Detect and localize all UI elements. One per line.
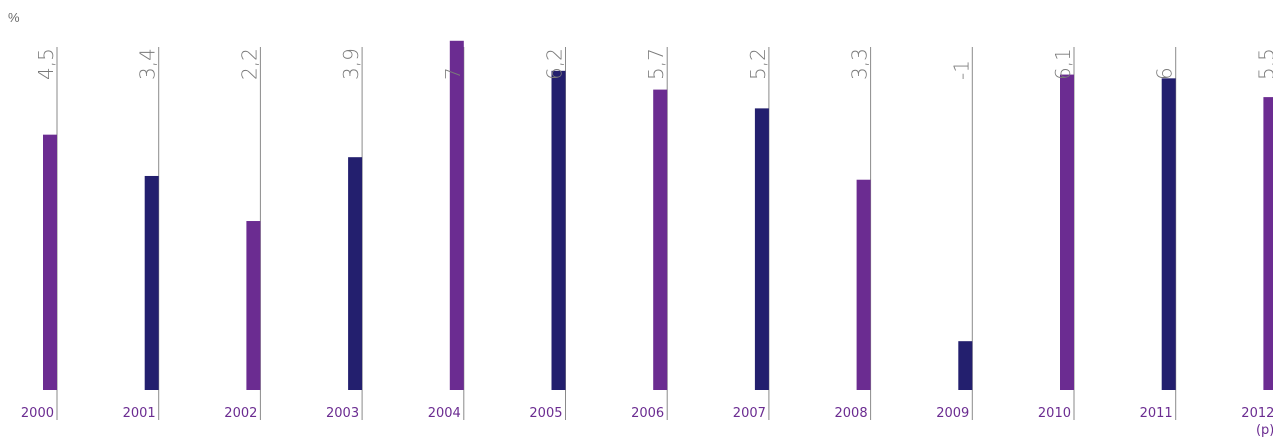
value-label-2009: -1 [949, 60, 973, 80]
year-label-2006: 2006 [631, 406, 664, 421]
bar-2000 [43, 134, 57, 390]
year-label-2001: 2001 [123, 406, 156, 421]
value-label-2011: 6 [1153, 67, 1177, 80]
year-label-2009: 2009 [936, 406, 969, 421]
year-label-2003: 2003 [326, 406, 359, 421]
bar-2009 [958, 341, 973, 390]
bar-2012 [1263, 97, 1273, 391]
value-label-2010: 6,1 [1051, 48, 1075, 80]
year-sublabel-2012: (p) [1256, 423, 1273, 438]
bar-2004 [449, 40, 464, 390]
bar-2011 [1161, 78, 1176, 391]
year-label-2010: 2010 [1038, 406, 1071, 421]
value-label-2002: 2,2 [237, 48, 261, 80]
value-label-2000: 4,5 [34, 48, 58, 80]
value-label-2001: 3,4 [136, 48, 160, 80]
value-label-2005: 6,2 [543, 48, 567, 80]
value-label-2003: 3,9 [339, 48, 363, 80]
bar-2006 [653, 89, 668, 390]
value-label-2012: 5,5 [1254, 48, 1273, 80]
year-label-2007: 2007 [733, 406, 766, 421]
year-label-2005: 2005 [529, 406, 562, 421]
bar-2002 [246, 221, 261, 390]
bar-2008 [856, 179, 871, 390]
year-label-2004: 2004 [428, 406, 461, 421]
bar-2001 [144, 175, 159, 390]
unit-label: % [8, 10, 20, 25]
bar-2007 [754, 108, 769, 390]
value-label-2006: 5,7 [644, 48, 668, 80]
year-label-2008: 2008 [835, 406, 868, 421]
bar-2003 [348, 157, 363, 390]
value-label-2004: 7 [441, 67, 465, 80]
bar-2010 [1060, 74, 1074, 390]
year-label-2011: 2011 [1140, 406, 1173, 421]
value-label-2007: 5,2 [746, 48, 770, 80]
bar-2005 [551, 70, 566, 390]
year-label-2012: 2012 [1241, 406, 1273, 421]
year-label-2000: 2000 [21, 406, 54, 421]
year-label-2002: 2002 [224, 406, 257, 421]
value-label-2008: 3,3 [848, 48, 872, 80]
